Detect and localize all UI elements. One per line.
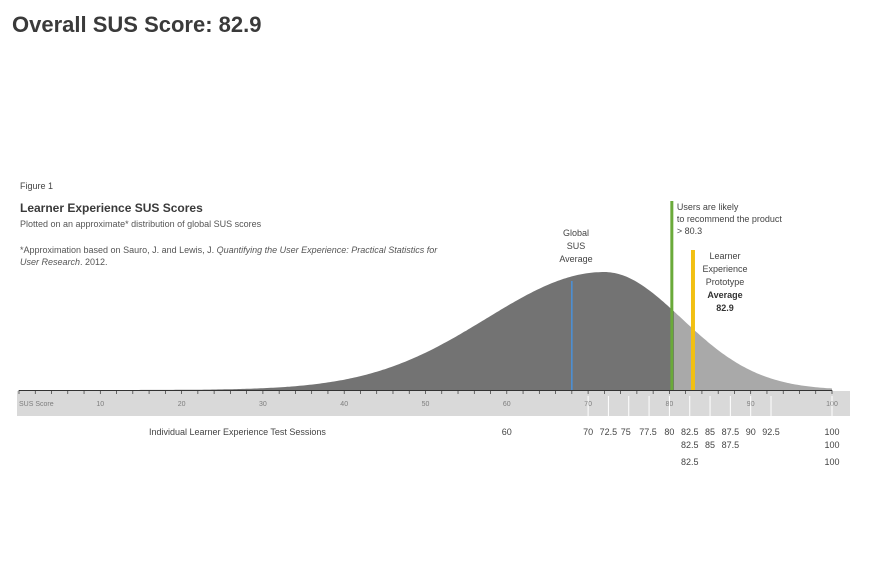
citation-note: *Approximation based on Sauro, J. and Le… <box>20 244 450 268</box>
global-average-label: Global <box>563 228 589 238</box>
figure-number: Figure 1 <box>20 181 54 191</box>
axis-ruler <box>18 390 833 394</box>
axis-label: SUS Score <box>19 401 54 408</box>
global-average-label: SUS <box>567 241 586 251</box>
session-value: 92.5 <box>762 427 780 437</box>
session-value: 75 <box>621 427 631 437</box>
recommend-threshold-label: > 80.3 <box>677 226 702 236</box>
session-value: 100 <box>824 440 839 450</box>
distribution-area-below <box>19 272 674 390</box>
session-value: 70 <box>583 427 593 437</box>
session-value: 87.5 <box>722 440 740 450</box>
tick-label: 40 <box>340 401 348 408</box>
session-value: 100 <box>824 457 839 467</box>
session-value: 82.5 <box>681 457 699 467</box>
session-value: 82.5 <box>681 427 699 437</box>
session-value: 85 <box>705 427 715 437</box>
distribution-area-above <box>674 311 832 390</box>
session-value: 60 <box>502 427 512 437</box>
session-value: 80 <box>664 427 674 437</box>
recommend-threshold-label: Users are likely <box>677 202 739 212</box>
session-value: 77.5 <box>639 427 657 437</box>
markers: Global SUS Average Users are likely to recom… <box>559 201 782 390</box>
session-value: 82.5 <box>681 440 699 450</box>
prototype-average-label: Experience <box>702 264 747 274</box>
session-value: 100 <box>824 427 839 437</box>
session-value: 90 <box>746 427 756 437</box>
tick-label: 10 <box>96 401 104 408</box>
prototype-average-label: Learner <box>709 251 740 261</box>
axis-band <box>17 391 850 416</box>
session-value: 87.5 <box>722 427 740 437</box>
prototype-average-label: Prototype <box>706 277 745 287</box>
chart-subtitle: Plotted on an approximate* distribution … <box>20 219 262 229</box>
session-guides <box>587 396 833 416</box>
global-average-label: Average <box>559 254 592 264</box>
chart-title: Learner Experience SUS Scores <box>20 201 203 215</box>
tick-label: 20 <box>178 401 186 408</box>
recommend-threshold-label: to recommend the product <box>677 214 783 224</box>
page-title: Overall SUS Score: 82.9 <box>12 12 262 37</box>
citation-book-title: Quantifying the User Experience: Practic… <box>20 245 438 267</box>
citation-prefix: *Approximation based on Sauro, J. and Le… <box>20 245 215 255</box>
prototype-average-label: Average <box>707 290 742 300</box>
sessions-label: Individual Learner Experience Test Sessi… <box>149 427 326 437</box>
prototype-average-label: 82.9 <box>716 303 734 313</box>
tick-label: 50 <box>422 401 430 408</box>
session-value: 72.5 <box>600 427 618 437</box>
tick-label: 30 <box>259 401 267 408</box>
session-values: 60 70 72.5 75 77.5 80 82.5 85 87.5 90 92.5 100 82.5 8… <box>502 427 840 467</box>
citation-suffix: . 2012. <box>80 257 108 267</box>
session-value: 85 <box>705 440 715 450</box>
tick-label: 60 <box>503 401 511 408</box>
